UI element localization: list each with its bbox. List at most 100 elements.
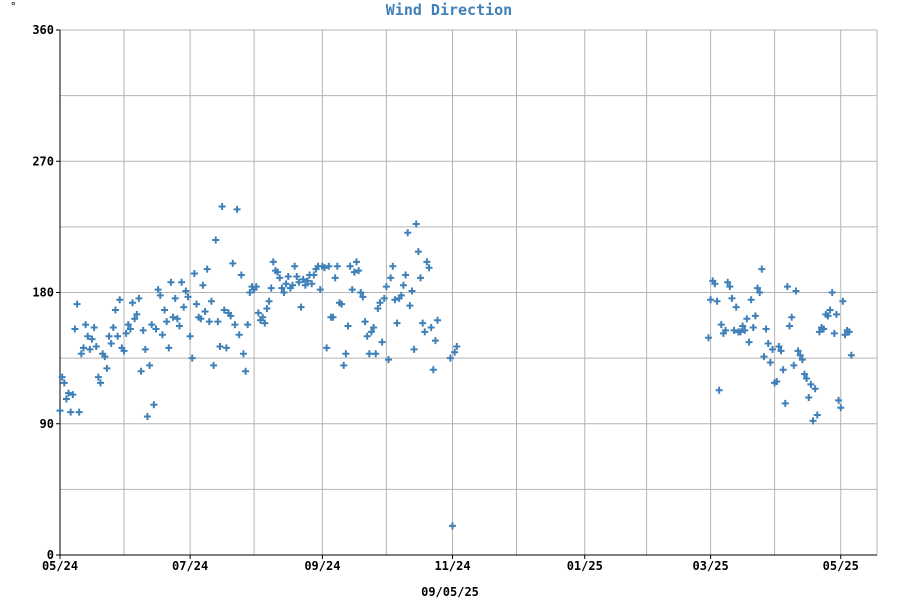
- data-point: [146, 361, 154, 369]
- data-point: [171, 294, 179, 302]
- data-point: [126, 325, 134, 333]
- data-point: [105, 332, 113, 340]
- data-point: [276, 274, 284, 282]
- data-point: [56, 407, 64, 415]
- data-point: [414, 248, 422, 256]
- data-point: [310, 271, 318, 279]
- data-point: [60, 379, 68, 387]
- data-point: [242, 367, 250, 375]
- axes: [56, 29, 877, 559]
- data-point: [165, 344, 173, 352]
- data-point: [847, 351, 855, 359]
- data-point: [90, 324, 98, 331]
- data-point: [786, 322, 794, 330]
- data-point: [713, 297, 721, 305]
- data-point: [711, 280, 719, 288]
- data-point: [188, 354, 196, 362]
- data-point: [308, 280, 316, 288]
- data-point: [348, 286, 356, 294]
- data-point: [380, 294, 388, 302]
- data-point: [399, 281, 407, 289]
- data-point: [261, 319, 269, 327]
- data-point: [410, 345, 418, 353]
- data-point: [107, 340, 115, 348]
- data-point: [73, 300, 81, 308]
- data-point: [75, 408, 83, 416]
- data-point: [813, 411, 821, 419]
- data-point: [156, 291, 164, 299]
- data-point: [210, 361, 218, 369]
- x-tick-label: 03/25: [693, 559, 729, 573]
- data-point: [756, 289, 764, 296]
- data-point: [790, 361, 798, 369]
- data-point: [372, 350, 380, 358]
- y-tick-label: 180: [32, 286, 54, 300]
- data-point: [378, 338, 386, 346]
- data-point: [451, 348, 459, 356]
- data-point: [71, 325, 79, 333]
- data-point: [393, 319, 401, 327]
- data-point: [800, 370, 808, 378]
- data-point: [425, 264, 433, 272]
- data-point: [175, 322, 183, 330]
- data-point: [342, 350, 350, 358]
- data-point: [832, 310, 840, 318]
- data-points: [56, 202, 855, 530]
- data-point: [736, 328, 744, 336]
- data-point: [82, 321, 90, 329]
- x-axis-label: 09/05/25: [421, 585, 479, 599]
- data-point: [429, 366, 437, 374]
- x-tick-label: 11/24: [434, 559, 470, 573]
- data-point: [796, 351, 804, 359]
- data-point: [77, 350, 85, 358]
- data-point: [62, 395, 70, 403]
- data-point: [367, 328, 375, 336]
- data-point: [246, 289, 254, 296]
- data-point: [419, 319, 427, 327]
- data-point: [820, 325, 828, 333]
- data-point: [252, 283, 260, 291]
- data-point: [824, 312, 832, 320]
- data-point: [792, 287, 800, 295]
- data-point: [815, 328, 823, 336]
- data-point: [197, 315, 205, 323]
- data-point: [835, 396, 843, 404]
- data-point: [350, 268, 358, 276]
- data-point: [743, 315, 751, 323]
- data-point: [730, 326, 738, 334]
- data-point: [421, 328, 429, 336]
- data-point: [184, 293, 192, 301]
- x-tick-label: 09/24: [304, 559, 340, 573]
- data-point: [325, 262, 333, 270]
- data-point: [284, 272, 292, 280]
- data-point: [212, 236, 220, 244]
- data-point: [717, 321, 725, 329]
- data-point: [114, 332, 122, 340]
- data-point: [775, 342, 783, 350]
- data-point: [299, 275, 307, 283]
- data-point: [65, 389, 73, 397]
- data-point: [218, 202, 226, 210]
- data-point: [747, 296, 755, 304]
- data-point: [839, 297, 847, 305]
- data-point: [289, 281, 297, 289]
- data-point: [434, 316, 442, 324]
- data-point: [120, 347, 128, 355]
- data-point: [811, 385, 819, 393]
- data-point: [216, 342, 224, 350]
- data-point: [323, 344, 331, 352]
- data-point: [745, 338, 753, 346]
- data-point: [762, 325, 770, 333]
- data-point: [295, 278, 303, 286]
- data-point: [749, 324, 757, 331]
- data-point: [280, 289, 288, 296]
- data-point: [235, 331, 243, 339]
- data-point: [331, 274, 339, 282]
- x-tick-label: 01/25: [567, 559, 603, 573]
- data-point: [254, 309, 262, 317]
- data-point: [265, 297, 273, 305]
- data-point: [101, 353, 109, 361]
- data-point: [845, 328, 853, 336]
- data-point: [340, 361, 348, 369]
- data-point: [103, 364, 111, 372]
